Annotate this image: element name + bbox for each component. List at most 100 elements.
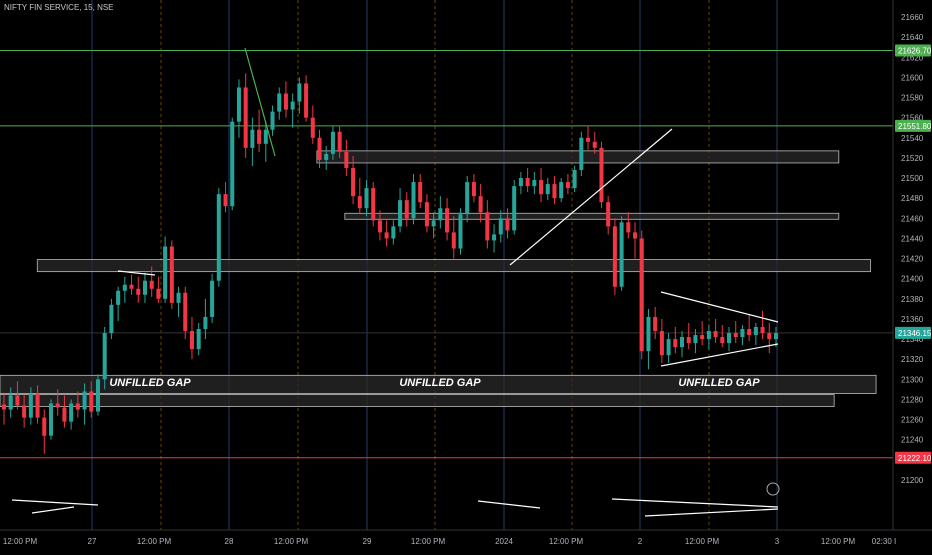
candle-body [754,327,758,335]
candle-body [425,202,429,226]
candle-body [573,170,577,188]
price-tag-label: 21626.70 [898,47,932,56]
price-tick-label: 21480 [901,194,924,203]
price-tick-label: 21240 [901,436,924,445]
candle-body [559,182,563,198]
candle-body [720,337,724,343]
candle-body [344,152,348,168]
candle-body [405,200,409,218]
candle-body [224,194,228,206]
candle-body [714,331,718,337]
candle-body [687,337,691,343]
candle-body [237,87,241,121]
candle-body [210,281,214,317]
candle-body [230,122,234,207]
candle-body [546,184,550,194]
candle-body [418,182,422,202]
candle-body [747,329,751,335]
candle-body [438,208,442,220]
candle-body [660,331,664,355]
time-tick-label: 2 [638,537,643,546]
candle-body [613,226,617,286]
gap-label: UNFILLED GAP [399,377,481,389]
price-tick-label: 21280 [901,395,924,404]
time-tick-label: 12:00 PM [549,537,584,546]
candle-body [620,222,624,286]
price-axis[interactable]: 21660 21640 21620 21600 21580 21560 21540 21520… [893,0,932,550]
candle-body [599,148,603,202]
candle-body [89,391,93,411]
candle-body [579,138,583,170]
candle-body [29,393,33,417]
gap-label: UNFILLED GAP [109,377,191,389]
candle-body [331,132,335,154]
candle-body [358,196,362,208]
time-tick-label: 12:00 PM [685,537,720,546]
candle-body [700,335,704,339]
candle-body [76,404,80,410]
candle-body [156,289,160,299]
candle-body [203,317,207,329]
drawings-layer [12,48,779,516]
candle-body [217,194,221,281]
price-tick-label: 21260 [901,416,924,425]
price-tick-label: 21460 [901,214,924,223]
candle-body [472,182,476,196]
candle-body [183,293,187,331]
candle-body [479,196,483,212]
price-tick-label: 21360 [901,315,924,324]
trendline [661,292,778,322]
candle-body [539,180,543,194]
candle-body [136,289,140,295]
candle-body [317,138,321,160]
price-tag-label: 21346.15 [898,329,932,338]
trendline [661,344,778,366]
trendline [645,509,778,516]
candle-body [163,246,167,298]
price-tick-label: 21640 [901,33,924,42]
candle-body [338,132,342,152]
candle-body [49,404,53,436]
candle-body [69,404,73,422]
candle-body [646,317,650,351]
candle-body [673,339,677,347]
candle-body [264,130,268,144]
candle-body [606,202,610,226]
candle-body [740,329,744,337]
candle-body [116,291,120,305]
time-tick-label: 12:00 PM [3,537,38,546]
candle-body [761,327,765,333]
candle-body [593,142,597,148]
time-tick-label: 12:00 PM [821,537,856,546]
candle-body [103,333,107,379]
candle-body [566,182,570,188]
candle-body [512,186,516,230]
candle-body [767,333,771,339]
price-tick-label: 21380 [901,295,924,304]
candle-body [586,138,590,142]
candle-body [492,234,496,240]
candle-body [42,418,46,436]
candle-body [385,232,389,238]
time-axis[interactable]: 12:00 PM 27 12:00 PM 28 12:00 PM 29 12:00 PM 20… [0,530,932,546]
candle-body [391,226,395,238]
price-tick-label: 21320 [901,355,924,364]
candle-body [109,305,113,333]
candle-body [532,180,536,186]
price-tick-label: 21580 [901,94,924,103]
candle-body [458,214,462,248]
candle-body [465,182,469,214]
candle-body [291,102,295,110]
candle-body [552,184,556,198]
candle-body [311,118,315,138]
candle-body [56,404,60,408]
time-tick-label: 29 [363,537,372,546]
candle-body [526,178,530,186]
candle-body [680,337,684,347]
time-tick-label: 02:30 I [872,537,896,546]
candle-body [83,391,87,409]
price-tick-label: 21500 [901,174,924,183]
candle-body [36,393,40,417]
